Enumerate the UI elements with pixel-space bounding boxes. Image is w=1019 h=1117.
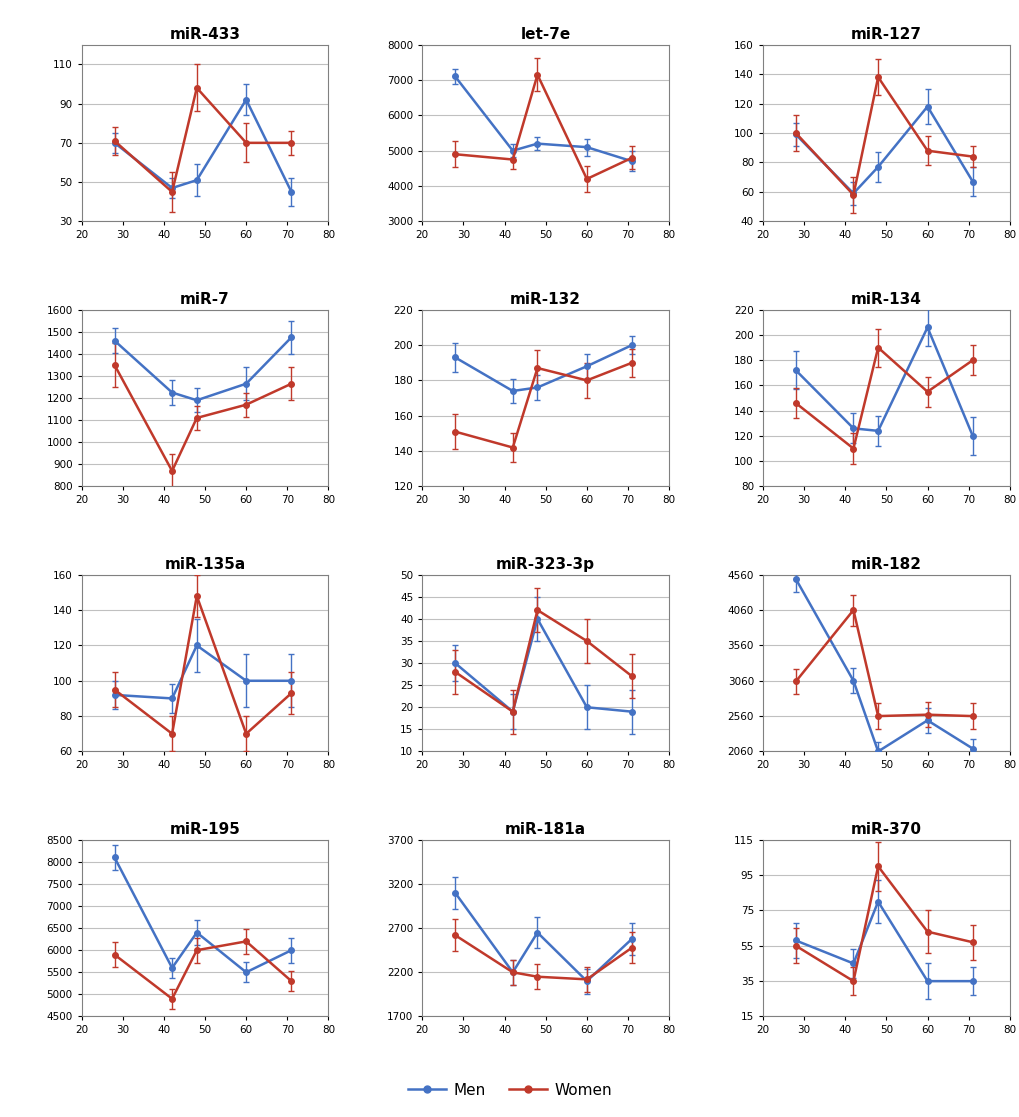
Title: miR-433: miR-433 [169,27,240,42]
Title: miR-127: miR-127 [850,27,921,42]
Title: miR-370: miR-370 [850,822,921,838]
Title: miR-7: miR-7 [180,293,229,307]
Title: miR-134: miR-134 [850,293,921,307]
Legend: Men, Women: Men, Women [401,1077,618,1104]
Title: miR-132: miR-132 [510,293,581,307]
Title: let-7e: let-7e [520,27,571,42]
Title: miR-135a: miR-135a [164,557,246,572]
Title: miR-323-3p: miR-323-3p [495,557,595,572]
Title: miR-181a: miR-181a [504,822,586,838]
Title: miR-182: miR-182 [850,557,921,572]
Title: miR-195: miR-195 [169,822,240,838]
